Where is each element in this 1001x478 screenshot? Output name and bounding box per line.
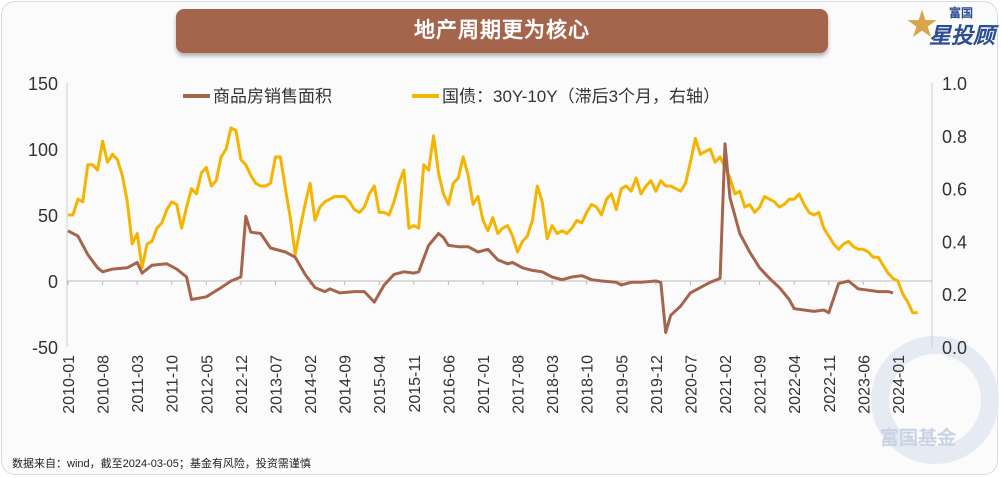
x-tick-label: 2015-04 <box>372 355 389 414</box>
left-tick-label: -50 <box>32 338 58 358</box>
brand-logo: ★ 富国 星投顾 <box>903 2 998 48</box>
legend: 商品房销售面积 国债：30Y-10Y（滞后3个月，右轴） <box>183 87 720 106</box>
x-tick-label: 2015-11 <box>407 355 424 413</box>
chart-title-banner: 地产周期更为核心 <box>176 9 828 53</box>
source-note: 数据来自：wind，截至2024-03-05；基金有风险，投资需谨慎 <box>12 458 311 470</box>
logo-line1: 富国 <box>949 6 974 20</box>
x-tick-label: 2014-02 <box>303 355 320 414</box>
x-tick-label: 2018-03 <box>545 355 562 414</box>
watermark-logo-icon <box>871 336 999 464</box>
star-icon: ★ <box>905 4 940 46</box>
logo-line2: 星投顾 <box>929 23 996 48</box>
left-tick-label: 100 <box>28 140 58 160</box>
x-tick-label: 2022-04 <box>787 355 804 414</box>
x-tick-label: 2018-10 <box>580 355 597 414</box>
x-tick-label: 2020-07 <box>683 355 700 414</box>
x-tick-label: 2011-03 <box>130 355 147 413</box>
x-tick-label: 2014-09 <box>338 355 355 414</box>
x-tick-label: 2012-05 <box>199 355 216 414</box>
x-tick-label: 2021-02 <box>718 355 735 414</box>
right-tick-label: 0.2 <box>942 285 967 305</box>
x-tick-label: 2016-06 <box>441 355 458 414</box>
x-tick-label: 2019-05 <box>614 355 631 414</box>
legend-label-bond: 国债：30Y-10Y（滞后3个月，右轴） <box>442 87 720 106</box>
sales-area-line <box>67 142 894 334</box>
right-tick-label: 0.6 <box>942 180 967 200</box>
right-tick-label: 1.0 <box>942 74 967 94</box>
x-tick-label: 2010-01 <box>61 355 78 414</box>
left-tick-label: 0 <box>48 272 58 292</box>
x-tick-label: 2017-08 <box>511 355 528 414</box>
legend-label-sales: 商品房销售面积 <box>213 87 332 106</box>
x-tick-label: 2010-08 <box>96 355 113 414</box>
left-tick-label: 150 <box>28 74 58 94</box>
left-tick-label: 50 <box>38 206 58 226</box>
x-tick-label: 2024-01 <box>891 355 908 414</box>
x-tick-label: 2023-06 <box>856 355 873 414</box>
bond-spread-line <box>68 126 918 315</box>
right-tick-label: 0.4 <box>942 232 967 252</box>
x-tick-label: 2021-09 <box>753 355 770 414</box>
x-tick-label: 2013-07 <box>268 355 285 414</box>
x-tick-label: 2022-11 <box>822 355 839 413</box>
watermark-text: 富国基金 <box>880 428 957 449</box>
x-tick-label: 2019-12 <box>649 355 666 414</box>
x-tick-label: 2017-01 <box>476 355 493 414</box>
right-tick-label: 0.0 <box>942 338 967 358</box>
x-tick-label: 2011-10 <box>165 355 182 413</box>
x-tick-label: 2012-12 <box>234 355 251 414</box>
right-tick-label: 0.8 <box>942 127 967 147</box>
